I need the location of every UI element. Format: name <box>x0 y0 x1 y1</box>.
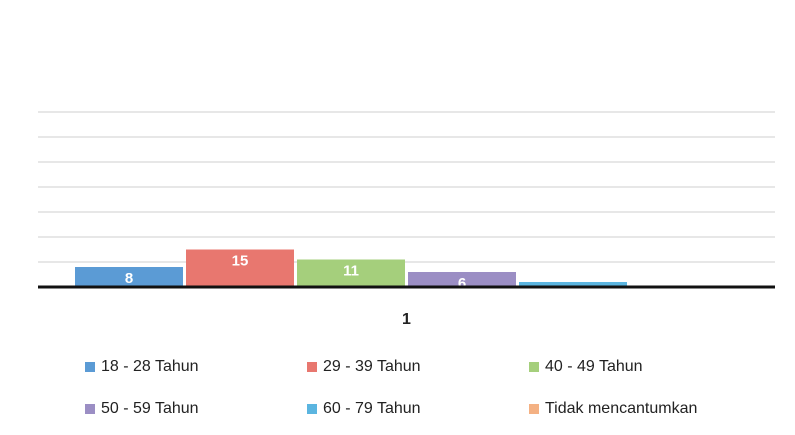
legend-label: 50 - 59 Tahun <box>101 400 199 417</box>
legend-label: 40 - 49 Tahun <box>545 358 643 375</box>
data-label: 0 <box>680 290 688 307</box>
bar <box>75 267 183 287</box>
bar <box>519 282 627 287</box>
legend-swatch <box>529 362 539 372</box>
legend-label: 29 - 39 Tahun <box>323 358 421 375</box>
data-label: 15 <box>232 252 249 269</box>
legend-swatch <box>307 404 317 414</box>
legend-swatch <box>85 362 95 372</box>
legend-label: Tidak mencantumkan <box>545 400 697 417</box>
x-tick-label: 1 <box>402 311 411 328</box>
bar <box>186 249 294 287</box>
data-label: 11 <box>343 262 359 279</box>
legend-swatch <box>307 362 317 372</box>
legend-swatch <box>85 404 95 414</box>
legend-label: 60 - 79 Tahun <box>323 400 421 417</box>
data-label: 8 <box>125 270 133 287</box>
data-label: 2 <box>569 285 577 302</box>
bar <box>297 259 405 287</box>
data-label: 6 <box>458 275 466 292</box>
legend-label: 18 - 28 Tahun <box>101 358 199 375</box>
bar <box>408 272 516 287</box>
legend-swatch <box>529 404 539 414</box>
